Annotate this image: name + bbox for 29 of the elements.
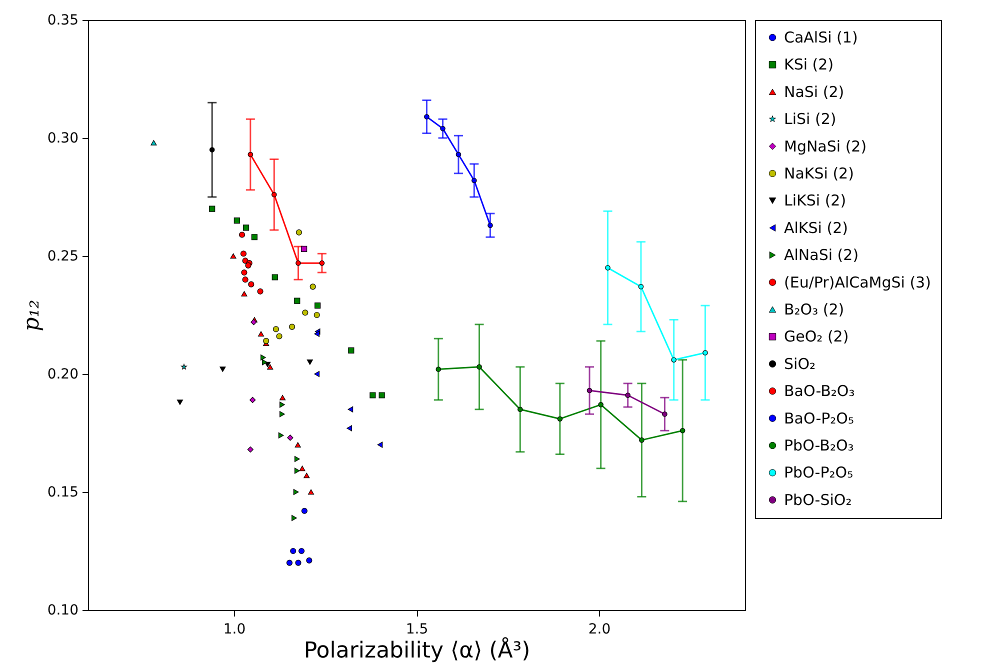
legend-label: SiO₂: [784, 354, 816, 373]
legend-label: CaAlSi (1): [784, 28, 858, 46]
legend-label: B₂O₃ (2): [784, 300, 844, 318]
legend-label: NaKSi (2): [784, 164, 854, 182]
legend-label: PbO-P₂O₅: [784, 464, 854, 482]
legend-label: MgNaSi (2): [784, 137, 867, 156]
legend-label: NaSi (2): [784, 82, 844, 101]
x-tick-label: 2.0: [588, 622, 611, 638]
legend-label: GeO₂ (2): [784, 328, 849, 346]
y-tick-label: 0.30: [47, 130, 78, 146]
legend-label: LiSi (2): [784, 110, 836, 128]
legend-label: AlNaSi (2): [784, 246, 859, 264]
legend-label: BaO-P₂O₅: [784, 409, 854, 428]
legend-label: LiKSi (2): [784, 192, 846, 210]
legend-label: AlKSi (2): [784, 218, 848, 237]
legend-label: KSi (2): [784, 56, 834, 74]
legend-label: PbO-SiO₂: [784, 490, 852, 509]
legend-label: PbO-B₂O₃: [784, 436, 854, 454]
y-axis-title: p₁₂: [19, 300, 44, 332]
x-tick-label: 1.5: [406, 622, 428, 638]
y-tick-label: 0.20: [47, 366, 78, 382]
y-tick-label: 0.25: [47, 248, 78, 264]
y-tick-label: 0.35: [47, 12, 78, 28]
legend-label: (Eu/Pr)AlCaMgSi (3): [784, 273, 931, 292]
legend-label: BaO-B₂O₃: [784, 382, 855, 400]
y-tick-label: 0.10: [47, 602, 78, 618]
y-tick-label: 0.15: [47, 484, 78, 500]
x-tick-label: 1.0: [223, 622, 246, 638]
x-axis-title: Polarizability ⟨α⟩ (Å³): [304, 636, 530, 664]
